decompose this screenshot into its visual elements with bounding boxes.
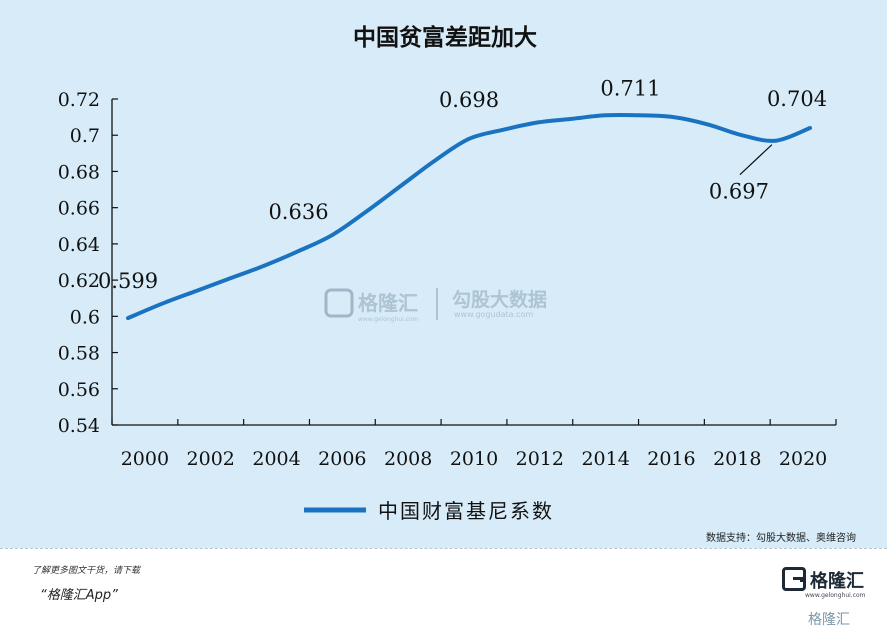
data-label: 0.599 (98, 269, 158, 293)
watermark-logo-icon (324, 288, 354, 318)
legend-label: 中国财富基尼系数 (378, 499, 554, 523)
footer: 了解更多图文干货，请下载 “格隆汇App” 格隆汇 www.gelonghui.… (0, 548, 887, 632)
data-label-leader-line (739, 144, 773, 176)
footer-brand: 格隆汇 (810, 571, 864, 592)
footer-brand-sub: www.gelonghui.com (805, 592, 866, 599)
corner-watermark: 格隆汇 (808, 612, 850, 628)
data-label: 0.704 (767, 87, 827, 111)
watermark-brand: 格隆汇 (358, 291, 418, 315)
x-tick-label: 2008 (384, 448, 432, 470)
y-tick-label: 0.6 (70, 306, 100, 328)
download-note: 了解更多图文干货，请下载 (32, 566, 141, 576)
line-chart: 中国贫富差距加大 0.54 0.56 0.58 0.6 0.62 0.64 0.66 0.68… (58, 24, 856, 544)
series-line-wealth-gini (126, 112, 812, 321)
x-tick-label: 2020 (779, 448, 827, 470)
plot-area (126, 112, 812, 321)
y-tick-label: 0.62 (58, 270, 100, 292)
y-tick-label: 0.56 (58, 379, 100, 401)
source-note: 数据支持：勾股大数据、奥维咨询 (706, 531, 856, 544)
data-label: 0.697 (709, 180, 769, 204)
axes: 0.54 0.56 0.58 0.6 0.62 0.64 0.66 0.68 0.7 0.72 20… (58, 89, 837, 470)
app-name: “格隆汇App” (40, 588, 118, 603)
x-tick-label: 2004 (252, 448, 300, 470)
x-tick-label: 2016 (647, 448, 695, 470)
chart-area: 中国贫富差距加大 0.54 0.56 0.58 0.6 0.62 0.64 0.66 0.68… (0, 0, 887, 548)
data-label: 0.698 (439, 88, 499, 112)
legend: 中国财富基尼系数 (304, 499, 554, 523)
y-tick-label: 0.58 (58, 343, 100, 365)
watermark-partner: 勾股大数据 (452, 288, 547, 311)
chart-title: 中国贫富差距加大 (353, 24, 537, 51)
y-tick-label: 0.64 (58, 234, 100, 256)
watermark: 格隆汇 www.gelonghui.com 勾股大数据 www.gogudata… (324, 288, 547, 323)
y-tick-label: 0.54 (58, 415, 100, 437)
y-tick-label: 0.7 (70, 125, 100, 147)
y-tick-label: 0.72 (58, 89, 100, 111)
y-tick-label: 0.68 (58, 161, 100, 183)
x-tick-label: 2010 (450, 448, 498, 470)
data-label: 0.711 (600, 76, 660, 100)
y-tick-label: 0.66 (58, 198, 100, 220)
gelonghui-logo-icon (782, 567, 806, 591)
watermark-partner-url: www.gogudata.com (454, 310, 533, 319)
watermark-brand-sub: www.gelonghui.com (358, 316, 419, 323)
x-tick-label: 2006 (318, 448, 366, 470)
x-tick-label: 2002 (187, 448, 235, 470)
x-tick-label: 2018 (713, 448, 761, 470)
x-tick-label: 2012 (516, 448, 564, 470)
x-tick-label: 2000 (121, 448, 169, 470)
data-label: 0.636 (268, 200, 328, 224)
data-labels: 0.599 0.636 0.698 0.711 0.697 0.704 (98, 76, 827, 293)
x-tick-label: 2014 (581, 448, 629, 470)
